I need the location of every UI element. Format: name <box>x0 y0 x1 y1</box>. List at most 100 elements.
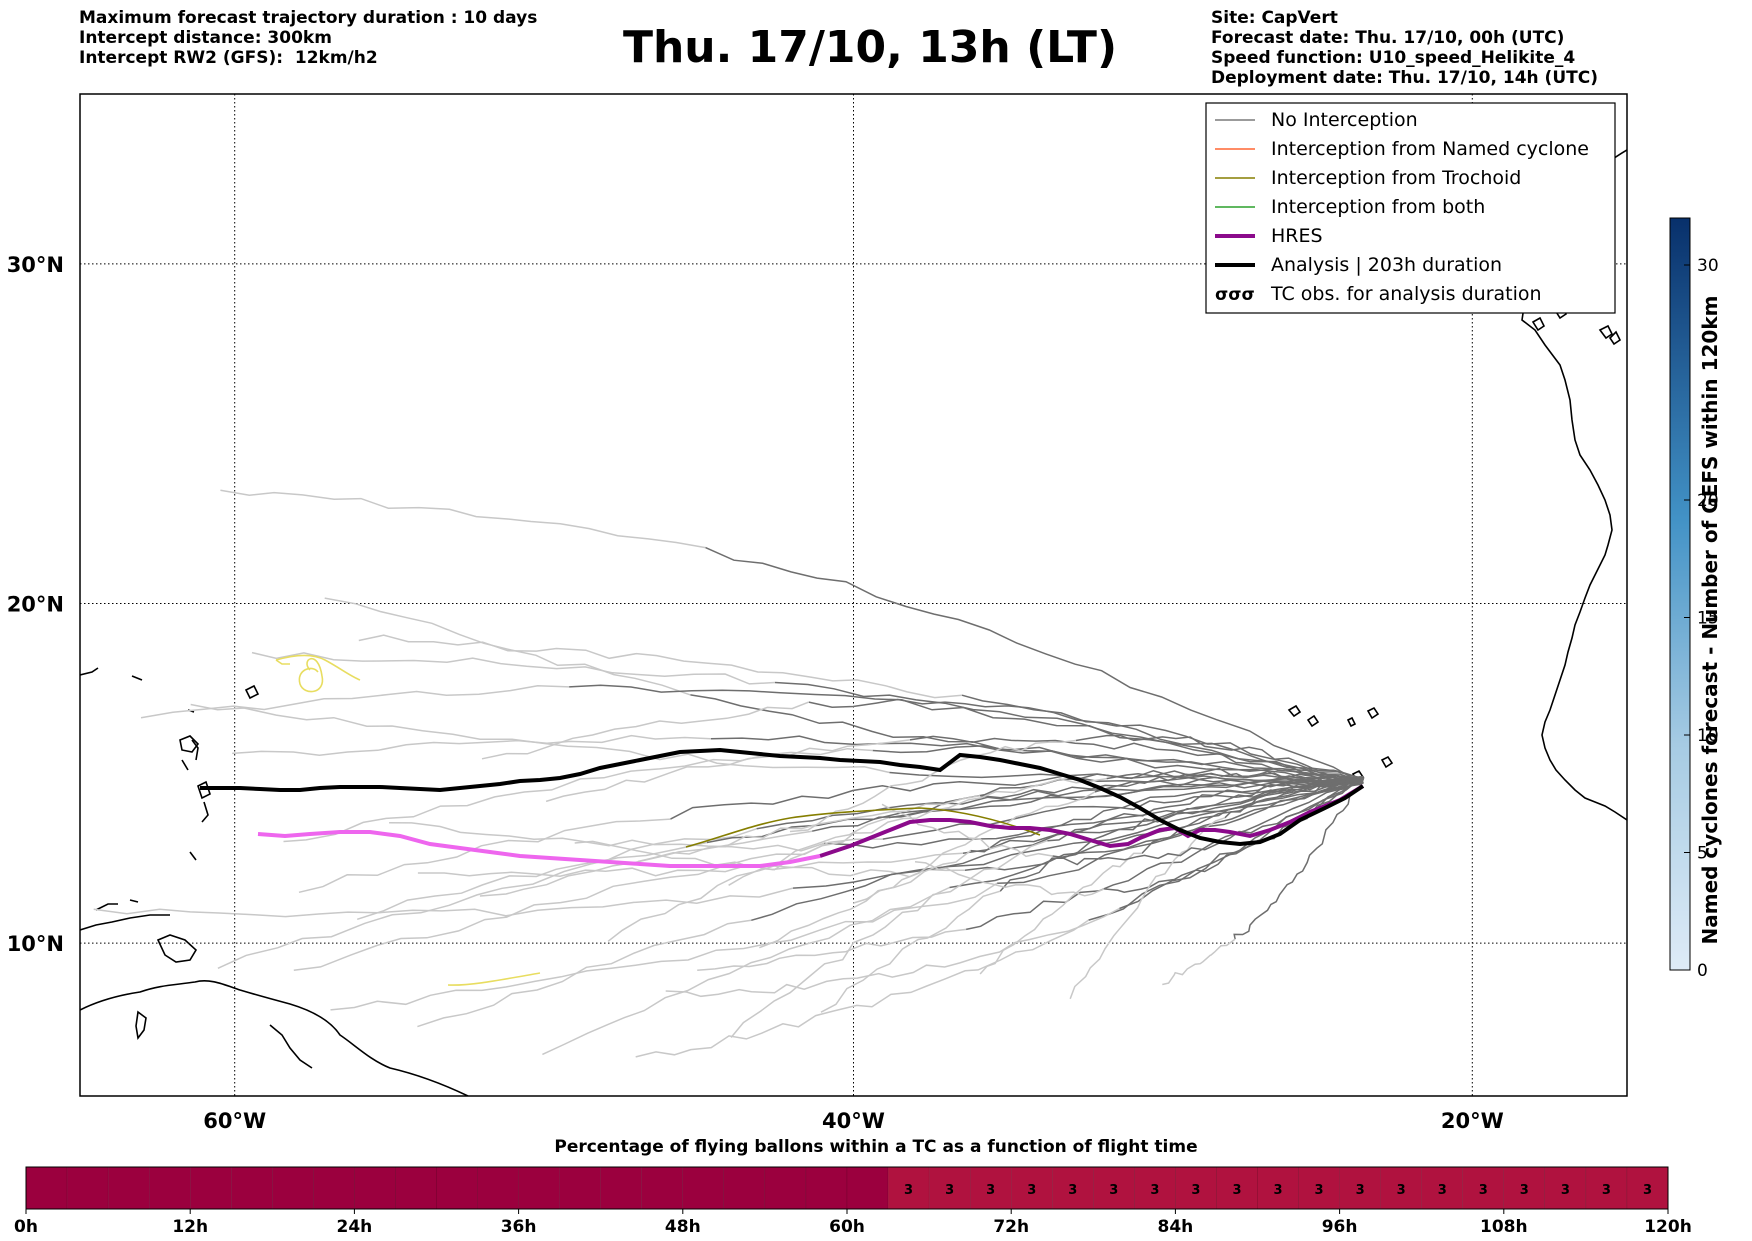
flight-bar-cell-value: 3 <box>1643 1183 1652 1198</box>
trajectory-no-interception-late <box>93 887 794 918</box>
flight-bar-tick-label: 84h <box>1158 1217 1194 1237</box>
trajectory-no-interception <box>710 735 1361 782</box>
flight-bar-cell <box>764 1166 807 1210</box>
flight-bar-cell <box>887 1166 930 1210</box>
flight-bar-cell <box>1093 1166 1135 1210</box>
trajectory-no-interception <box>792 783 1362 889</box>
flight-bar-cell-value: 3 <box>1397 1183 1406 1198</box>
param-intercept-distance: Intercept distance: 300km <box>79 28 332 48</box>
flight-bar-tick-label: 0h <box>14 1217 38 1237</box>
colorbar-tick-label: 10 <box>1697 726 1719 746</box>
trajectory-no-interception-late <box>635 919 1090 1058</box>
flight-bar-cell <box>1503 1166 1546 1210</box>
param-intercept-rw2: Intercept RW2 (GFS): 12km/h2 <box>79 48 378 68</box>
highlighted-trajectories <box>200 654 1365 986</box>
flight-bar-cell-value: 3 <box>945 1183 954 1198</box>
flight-bar-tick-label: 24h <box>337 1217 373 1237</box>
trajectory-no-interception <box>909 735 1364 784</box>
flight-bar-cell-value: 3 <box>1602 1183 1611 1198</box>
flight-bar-tick-label: 120h <box>1644 1217 1692 1237</box>
trajectory-no-interception-late <box>324 597 691 696</box>
flight-bar-cell-value: 3 <box>1068 1183 1077 1198</box>
param-max-duration: Maximum forecast trajectory duration : 1… <box>79 8 538 28</box>
legend-label: No Interception <box>1271 109 1418 131</box>
trajectory-no-interception-late <box>789 739 1076 833</box>
flight-bar-cell <box>1626 1166 1669 1210</box>
flight-bar-cell <box>846 1166 889 1210</box>
trajectory-no-interception <box>1224 777 1359 819</box>
flight-bar-cell <box>928 1166 971 1210</box>
flight-bar-cell <box>518 1166 560 1210</box>
page-title: Thu. 17/10, 13h (LT) <box>622 22 1118 73</box>
legend-entry: Interception from Trochoid <box>1215 167 1521 189</box>
trajectory-trochoid-interception <box>685 807 1041 848</box>
flight-bar-cell <box>148 1166 191 1210</box>
flight-time-bar: 3 3 3 3 3 3 3 3 3 3 3 3 3 3 3 3 3 3 3 0h 12h 24h 36h 48h 60h 72h… <box>14 1166 1692 1237</box>
flight-bar-cell-value: 3 <box>1109 1183 1118 1198</box>
trajectory-no-interception <box>690 694 1363 783</box>
flight-bar-cell-value: 3 <box>904 1183 913 1198</box>
legend-label: TC obs. for analysis duration <box>1270 283 1542 305</box>
trajectory-no-interception-late <box>607 816 889 942</box>
trajectory-no-interception-late <box>545 739 910 803</box>
legend-label: Analysis | 203h duration <box>1271 254 1502 276</box>
param-site: Site: CapVert <box>1211 8 1338 28</box>
flight-bar-cell-value: 3 <box>1438 1183 1447 1198</box>
colorbar: 0 5 10 15 20 30 <box>1669 217 1719 981</box>
param-speed-function: Speed function: U10_speed_Helikite_4 <box>1211 48 1576 68</box>
legend-box <box>1205 102 1616 314</box>
flight-bar-cell <box>313 1166 355 1210</box>
trajectory-no-interception <box>808 698 1364 780</box>
flight-bar-cell <box>1421 1166 1463 1210</box>
flight-bar-tick-label: 12h <box>172 1217 208 1237</box>
flight-bar-tick-label: 36h <box>501 1217 537 1237</box>
colorbar-tick-label: 5 <box>1697 844 1708 864</box>
trajectory-no-interception-late <box>881 803 1053 858</box>
trajectory-no-interception <box>1106 767 1360 783</box>
flight-bar-cell <box>354 1166 396 1210</box>
trajectory-no-interception <box>997 782 1364 885</box>
flight-bar-tick-label: 96h <box>1322 1217 1358 1237</box>
trajectory-no-interception-late <box>389 821 825 852</box>
coast-venezuela-north <box>80 914 170 931</box>
trajectory-hres <box>819 784 1365 858</box>
lon-tick-label: 20°W <box>1441 1109 1504 1133</box>
flight-bar-cell-value: 3 <box>1479 1183 1488 1198</box>
flight-bar-cell <box>1216 1166 1258 1210</box>
map-area <box>80 94 1627 1096</box>
axis-labels: 60°W 40°W 20°W 10°N 20°N 30°N <box>7 253 1504 1133</box>
lat-tick-label: 30°N <box>7 253 64 277</box>
coast-martinique <box>197 780 211 800</box>
param-deployment-date: Deployment date: Thu. 17/10, 14h (UTC) <box>1211 68 1598 88</box>
trajectory-no-interception-late <box>730 839 1048 1038</box>
flight-bar-cell <box>1298 1166 1340 1210</box>
coast-guyana <box>269 1024 313 1069</box>
trajectory-no-interception-late <box>697 928 967 971</box>
trajectory-no-interception <box>1233 776 1365 940</box>
flight-bar-cell-value: 3 <box>1027 1183 1036 1198</box>
legend-label: Interception from Trochoid <box>1271 167 1521 189</box>
trajectory-no-interception-late <box>481 701 810 760</box>
lon-tick-label: 60°W <box>203 1109 266 1133</box>
flight-bar-cell <box>641 1166 683 1210</box>
colorbar-tick-label: 15 <box>1697 609 1719 629</box>
coast-islands-leeward <box>80 667 209 911</box>
flight-bar-cell <box>1585 1166 1628 1210</box>
flight-bar-tick-label: 60h <box>829 1217 865 1237</box>
trajectory-no-interception <box>823 780 1359 849</box>
tc-symbol-icon: σσσ <box>1215 285 1255 305</box>
tc-observation-track-south <box>447 972 541 986</box>
flight-bar-cell <box>723 1166 766 1210</box>
trajectory-no-interception-late <box>140 685 570 719</box>
colorbar-label: Named cyclones forecast - Number of GEFS… <box>1698 295 1722 945</box>
lat-tick-label: 10°N <box>7 932 64 956</box>
coast-antigua <box>244 684 260 700</box>
colorbar-tick-label: 20 <box>1697 491 1719 511</box>
flight-bar-cell <box>477 1166 519 1210</box>
flight-bar-cell <box>66 1166 109 1210</box>
legend-entry: HRES <box>1215 225 1323 247</box>
flight-bar-cell-value: 3 <box>986 1183 995 1198</box>
flight-bar-cell <box>1257 1166 1299 1210</box>
flight-bar-cell <box>107 1166 150 1210</box>
trajectory-no-interception-late <box>251 651 776 685</box>
